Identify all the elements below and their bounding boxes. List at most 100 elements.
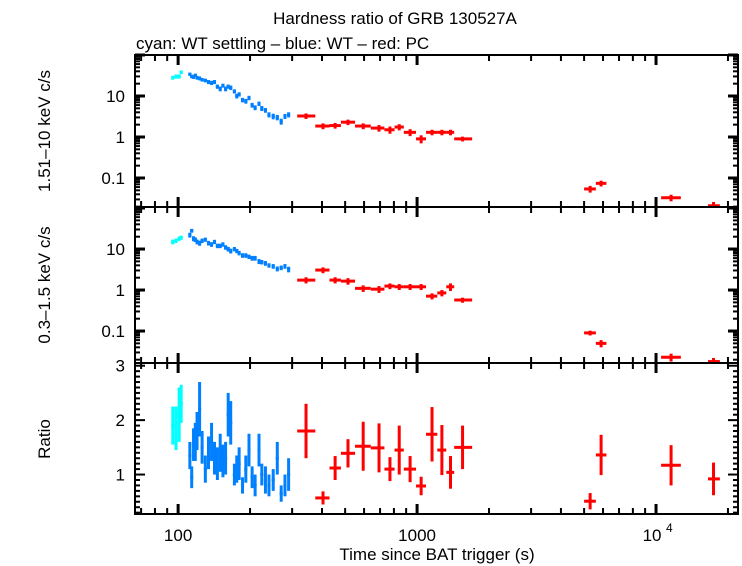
data-point-pc bbox=[355, 285, 371, 292]
data-point-wt-settling bbox=[171, 239, 175, 245]
data-point-wt bbox=[224, 86, 228, 92]
data-point-wt bbox=[237, 250, 241, 256]
data-point-wt bbox=[215, 447, 219, 480]
data-point-wt bbox=[287, 458, 291, 491]
data-point-wt bbox=[198, 382, 202, 437]
chart-title: Hardness ratio of GRB 130527A bbox=[273, 9, 517, 28]
data-point-wt bbox=[200, 238, 204, 244]
data-point-wt bbox=[218, 243, 222, 249]
data-point-pc bbox=[329, 122, 341, 129]
data-point-pc bbox=[416, 476, 427, 496]
y-tick-label: 10 bbox=[106, 87, 125, 106]
data-point-pc bbox=[340, 119, 356, 126]
data-point-pc bbox=[297, 113, 316, 119]
data-point-wt bbox=[193, 73, 197, 78]
data-point-wt bbox=[206, 80, 211, 85]
data-point-pc bbox=[355, 421, 371, 471]
data-point-pc bbox=[584, 493, 596, 510]
data-point-pc bbox=[437, 290, 447, 297]
data-point-wt bbox=[253, 255, 257, 261]
data-point-wt bbox=[283, 474, 287, 497]
data-point-wt bbox=[203, 78, 207, 83]
data-point-pc bbox=[315, 123, 330, 130]
chart-subtitle: cyan: WT settling – blue: WT – red: PC bbox=[136, 34, 429, 53]
data-point-pc bbox=[315, 267, 330, 274]
data-point-wt bbox=[267, 474, 271, 497]
data-point-wt bbox=[190, 228, 194, 233]
y-tick-label: 2 bbox=[116, 411, 125, 430]
data-point-wt bbox=[237, 92, 241, 97]
data-point-wt bbox=[240, 253, 245, 258]
data-point-wt bbox=[263, 107, 268, 113]
data-point-wt bbox=[267, 263, 271, 268]
data-point-pc bbox=[416, 135, 427, 144]
x-axis-label: Time since BAT trigger (s) bbox=[339, 545, 534, 564]
data-point-wt bbox=[226, 392, 230, 437]
data-point-wt bbox=[260, 463, 264, 486]
data-point-wt bbox=[195, 411, 199, 451]
y-tick-label: 1 bbox=[116, 466, 125, 485]
panel-1-y-label: 1.51–10 keV c/s bbox=[35, 70, 54, 192]
data-point-wt bbox=[229, 401, 233, 445]
data-point-wt bbox=[275, 441, 279, 475]
data-point-pc bbox=[595, 180, 607, 187]
data-point-wt bbox=[190, 466, 194, 489]
data-point-pc bbox=[426, 407, 438, 462]
panel-2-y-label: 0.3–1.5 keV c/s bbox=[35, 226, 54, 343]
data-point-wt bbox=[232, 89, 236, 94]
data-point-pc bbox=[584, 330, 596, 336]
data-point-wt bbox=[283, 264, 287, 269]
data-point-pc bbox=[315, 491, 330, 505]
data-point-wt-settling bbox=[179, 70, 183, 75]
data-point-wt bbox=[275, 266, 279, 272]
data-point-wt-settling bbox=[179, 235, 183, 240]
data-point-wt bbox=[263, 261, 268, 266]
data-point-wt bbox=[260, 260, 264, 265]
data-point-wt-settling bbox=[174, 74, 178, 79]
data-point-pc bbox=[394, 284, 404, 291]
data-point-pc bbox=[370, 125, 385, 132]
data-point-wt bbox=[218, 433, 222, 472]
data-point-pc bbox=[661, 353, 681, 362]
data-point-wt bbox=[250, 102, 254, 108]
data-point-wt bbox=[215, 84, 219, 89]
data-point-pc bbox=[454, 425, 473, 470]
data-point-pc bbox=[340, 278, 356, 285]
data-point-pc bbox=[329, 277, 341, 284]
data-point-wt bbox=[226, 246, 230, 252]
data-point-wt-settling bbox=[174, 406, 178, 451]
data-point-wt bbox=[237, 447, 241, 480]
data-point-wt bbox=[200, 77, 204, 82]
data-point-wt bbox=[271, 264, 275, 269]
y-tick-label: 10 bbox=[106, 240, 125, 259]
data-point-wt bbox=[253, 105, 257, 111]
data-point-wt bbox=[250, 466, 254, 489]
panel-2-data bbox=[171, 228, 720, 363]
data-point-wt bbox=[240, 97, 245, 103]
y-tick-label: 0.1 bbox=[101, 322, 125, 341]
y-tick-label: 0.1 bbox=[101, 169, 125, 188]
data-point-wt bbox=[209, 242, 214, 247]
data-point-wt bbox=[200, 431, 204, 464]
data-point-wt bbox=[257, 101, 261, 107]
data-point-pc bbox=[454, 297, 473, 303]
data-point-wt bbox=[250, 255, 254, 261]
data-point-wt bbox=[221, 444, 225, 478]
data-point-pc bbox=[661, 194, 681, 202]
data-point-wt bbox=[263, 466, 268, 494]
data-point-wt bbox=[188, 72, 192, 76]
data-point-wt bbox=[257, 433, 261, 467]
data-point-pc bbox=[340, 439, 356, 468]
data-point-wt bbox=[206, 240, 211, 246]
y-tick-label: 3 bbox=[116, 357, 125, 376]
data-point-pc bbox=[297, 277, 316, 284]
data-point-pc bbox=[403, 129, 417, 137]
data-point-wt bbox=[279, 485, 283, 502]
data-point-pc bbox=[454, 136, 473, 142]
data-point-pc bbox=[370, 423, 385, 473]
data-point-wt bbox=[247, 95, 251, 101]
data-point-wt bbox=[203, 455, 207, 483]
data-point-wt bbox=[275, 114, 279, 121]
data-point-wt bbox=[229, 85, 233, 91]
data-point-wt bbox=[221, 242, 225, 247]
